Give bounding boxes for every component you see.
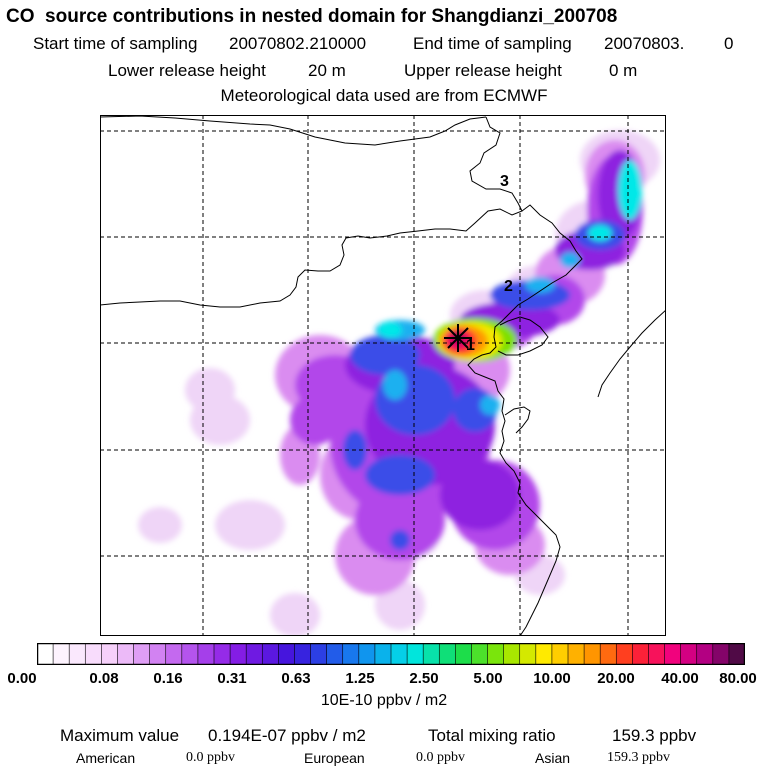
colorbar-swatch [664, 643, 682, 665]
american-label: American [76, 750, 136, 766]
colorbar-swatch [165, 643, 183, 665]
colorbar-swatch [696, 643, 714, 665]
colorbar-swatch [310, 643, 328, 665]
colorbar-swatch [487, 643, 505, 665]
colorbar-swatch [149, 643, 167, 665]
european-label: European [304, 750, 365, 766]
colorbar-swatch [101, 643, 119, 665]
colorbar-swatch [245, 643, 264, 665]
start-time-label: Start time of sampling [33, 34, 198, 53]
lower-release-label: Lower release height [108, 61, 266, 80]
colorbar-tick: 5.00 [473, 670, 503, 687]
colorbar-swatch [342, 643, 360, 665]
colorbar [37, 643, 745, 665]
colorbar-swatch [229, 643, 247, 665]
colorbar-swatch [261, 643, 280, 665]
colorbar-tick: 20.00 [597, 670, 635, 687]
marker-3: 3 [500, 173, 509, 190]
colorbar-swatch [615, 643, 634, 665]
colorbar-swatch [648, 643, 666, 665]
colorbar-swatch [133, 643, 151, 665]
colorbar-swatch [535, 643, 553, 665]
lower-release-value: 20 m [308, 61, 346, 80]
colorbar-swatch [551, 643, 569, 665]
colorbar-swatch [326, 643, 344, 665]
colorbar-tick: 40.00 [661, 670, 699, 687]
colorbar-swatch [455, 643, 473, 665]
asian-label: Asian [535, 750, 571, 766]
colorbar-swatch [181, 643, 199, 665]
colorbar-swatch [68, 643, 87, 665]
colorbar-swatch [567, 643, 585, 665]
end-time-label: End time of sampling [413, 34, 572, 53]
marker-2: 2 [504, 278, 513, 295]
colorbar-swatch [374, 643, 392, 665]
asian-value: 159.3 ppbv [607, 750, 670, 765]
colorbar-swatch [294, 643, 312, 665]
start-time-value: 20070802.210000 [229, 34, 367, 53]
colorbar-swatch [599, 643, 618, 665]
colorbar-swatch [213, 643, 231, 665]
colorbar-tick: 0.63 [281, 670, 311, 687]
map-frame [100, 115, 666, 636]
page-title: CO source contributions in nested domain… [6, 6, 618, 27]
american-value: 0.0 ppbv [186, 750, 235, 765]
end-time-extra: 0 [724, 34, 734, 53]
colorbar-swatch [390, 643, 408, 665]
total-mixing-label: Total mixing ratio [428, 726, 556, 745]
colorbar-swatch [471, 643, 489, 665]
colorbar-swatch [422, 643, 441, 665]
colorbar-tick: 0.31 [217, 670, 247, 687]
colorbar-swatch [278, 643, 296, 665]
colorbar-swatch [197, 643, 215, 665]
marker-1: 1 [466, 337, 475, 354]
colorbar-swatch [52, 643, 70, 665]
colorbar-swatch [84, 643, 103, 665]
colorbar-frame [37, 643, 745, 665]
colorbar-swatch [117, 643, 135, 665]
graticule [100, 115, 666, 636]
colorbar-swatch [583, 643, 601, 665]
colorbar-swatch [406, 643, 424, 665]
concentration-map: 1 2 3 [100, 115, 666, 636]
colorbar-tick: 0.16 [153, 670, 183, 687]
colorbar-swatch [37, 643, 54, 665]
upper-release-value: 0 m [609, 61, 638, 80]
met-data-note: Meteorological data used are from ECMWF [220, 86, 548, 105]
max-value-label: Maximum value [60, 726, 180, 745]
colorbar-swatch [438, 643, 457, 665]
colorbar-tick: 2.50 [409, 670, 439, 687]
colorbar-swatch [728, 643, 745, 665]
colorbar-swatch [712, 643, 730, 665]
colorbar-tick: 80.00 [719, 670, 757, 687]
colorbar-swatch [680, 643, 698, 665]
colorbar-tick: 10.00 [533, 670, 571, 687]
colorbar-units: 10E-10 ppbv / m2 [320, 692, 448, 709]
total-mixing-value: 159.3 ppbv [612, 726, 697, 745]
star-icon [444, 324, 472, 352]
end-time-value: 20070803. [604, 34, 685, 53]
colorbar-tick: 1.25 [345, 670, 375, 687]
coastline [100, 115, 666, 636]
colorbar-swatch [503, 643, 521, 665]
colorbar-swatch [358, 643, 376, 665]
colorbar-tick: 0.00 [7, 670, 37, 687]
max-value: 0.194E-07 ppbv / m2 [208, 726, 366, 745]
plume-field [138, 130, 660, 636]
colorbar-swatch [519, 643, 537, 665]
european-value: 0.0 ppbv [416, 750, 465, 765]
colorbar-swatch [632, 643, 650, 665]
upper-release-label: Upper release height [404, 61, 562, 80]
colorbar-tick: 0.08 [89, 670, 119, 687]
